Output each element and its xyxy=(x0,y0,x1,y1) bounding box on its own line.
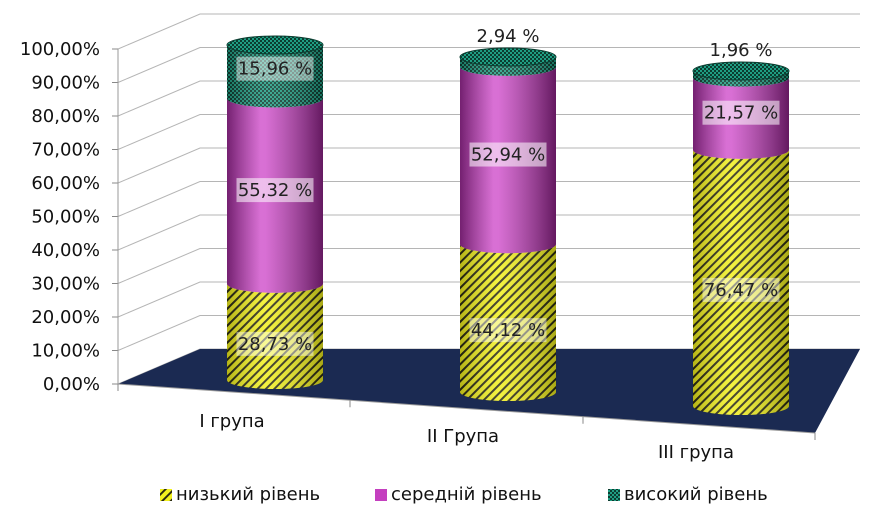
data-label-bg xyxy=(469,318,547,343)
y-tick-label: 80,00% xyxy=(31,106,100,127)
data-label-bg xyxy=(236,56,314,81)
bars xyxy=(226,35,790,415)
bar-shading xyxy=(227,283,323,389)
bar-shading xyxy=(693,149,789,415)
legend: низький рівень середній рівень високий рів… xyxy=(160,484,768,505)
data-label-bg xyxy=(469,142,547,167)
data-label: 2,94 % xyxy=(477,26,540,47)
x-axis-line xyxy=(117,383,816,434)
data-labels: 28,73 % 55,32 % 15,96 % 44,12 % 52,94 % 2,94 … xyxy=(236,26,780,356)
category-label: III група xyxy=(658,442,734,463)
data-label: 76,47 % xyxy=(704,280,778,301)
data-label: 44,12 % xyxy=(471,320,545,341)
data-label-bg xyxy=(236,331,314,356)
y-tick-label: 100,00% xyxy=(20,39,100,60)
bar-segment-low xyxy=(460,244,556,401)
grid-lines xyxy=(117,13,860,385)
y-tick-label: 70,00% xyxy=(31,140,100,161)
y-tick-label: 40,00% xyxy=(31,240,100,261)
data-label-bg xyxy=(236,178,314,203)
data-label-bg xyxy=(702,100,780,125)
bar-segment-high xyxy=(693,71,789,87)
grid-line xyxy=(117,248,860,284)
data-label-bg xyxy=(702,277,780,302)
data-label: 55,32 % xyxy=(238,180,312,201)
x-axis-categories: I група II Група III група xyxy=(199,411,734,463)
legend-label: низький рівень xyxy=(176,484,320,505)
legend-swatch xyxy=(375,489,387,501)
grid-line xyxy=(117,315,860,351)
grid-line xyxy=(117,47,860,83)
grid-line xyxy=(117,214,860,251)
y-tick-label: 60,00% xyxy=(31,173,100,194)
data-label: 15,96 % xyxy=(238,59,312,80)
category-label: II Група xyxy=(427,426,499,447)
data-label: 21,57 % xyxy=(704,103,778,124)
y-tick-label: 90,00% xyxy=(31,73,100,94)
bar-top-cap xyxy=(226,35,324,55)
bar-shading xyxy=(460,244,556,401)
legend-item: високий рівень xyxy=(608,484,768,505)
legend-label: середній рівень xyxy=(391,484,542,505)
bar-shading xyxy=(693,71,789,87)
grid-line xyxy=(117,181,860,217)
y-tick-label: 30,00% xyxy=(31,274,100,295)
bar-segment-low xyxy=(227,283,323,389)
bar-top-cap xyxy=(692,61,790,81)
y-axis: 0,00% 10,00% 20,00% 30,00% 40,00% 50,00% 60,00… xyxy=(20,39,119,395)
legend-item: низький рівень xyxy=(160,484,320,505)
grid-line xyxy=(117,114,860,150)
grid-line xyxy=(117,147,860,184)
grid-line xyxy=(117,281,860,318)
grid-line xyxy=(117,80,860,117)
data-label: 1,96 % xyxy=(710,40,773,61)
bar-shading xyxy=(227,44,323,108)
y-tick-label: 50,00% xyxy=(31,207,100,228)
category-label: I група xyxy=(199,411,264,432)
data-label: 28,73 % xyxy=(238,334,312,355)
legend-swatch xyxy=(160,489,172,501)
y-tick-label: 0,00% xyxy=(43,374,100,395)
bar-segment-high xyxy=(227,44,323,108)
data-label: 52,94 % xyxy=(471,145,545,166)
legend-swatch xyxy=(608,489,620,501)
bar-segment-low xyxy=(693,149,789,415)
y-tick-label: 10,00% xyxy=(31,341,100,362)
legend-item: середній рівень xyxy=(375,484,542,505)
bar-top-cap xyxy=(459,47,557,67)
grid-line xyxy=(117,13,860,50)
y-tick-label: 20,00% xyxy=(31,307,100,328)
legend-label: високий рівень xyxy=(624,484,768,505)
